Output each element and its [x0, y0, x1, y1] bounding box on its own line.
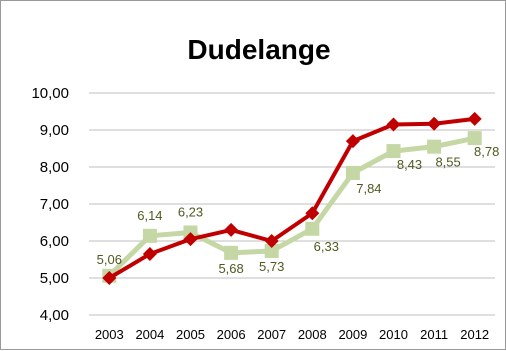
data-point [183, 232, 198, 247]
x-tick-label: 2007 [257, 327, 286, 342]
data-label: 6,23 [178, 204, 203, 219]
x-tick-label: 2008 [298, 327, 327, 342]
y-tick-label: 6,00 [40, 233, 69, 250]
data-label: 6,14 [137, 208, 162, 223]
data-point [142, 246, 157, 261]
chart-title: Dudelange [187, 34, 330, 65]
data-label: 8,55 [435, 155, 460, 170]
y-tick-label: 5,00 [40, 270, 69, 287]
y-tick-label: 7,00 [40, 196, 69, 213]
data-point [102, 271, 117, 285]
data-point [427, 116, 442, 131]
data-point [386, 144, 401, 159]
x-tick-label: 2006 [217, 327, 246, 342]
x-tick-label: 2005 [176, 327, 205, 342]
x-tick-label: 2004 [135, 327, 164, 342]
data-point [264, 243, 279, 258]
data-label: 8,78 [474, 144, 499, 159]
data-point [142, 228, 157, 243]
data-point [264, 234, 279, 248]
data-point [467, 131, 482, 146]
y-axis-ticks: 4,00 5,00 6,00 7,00 8,00 9,00 10,00 [31, 85, 69, 324]
data-label: 5,68 [218, 261, 243, 276]
data-point [345, 134, 360, 149]
data-labels: 5,06 6,14 6,23 5,68 5,73 6,33 7,84 8,43 8,55 8,78 [97, 144, 500, 276]
data-label: 6,33 [314, 239, 339, 254]
x-tick-label: 2003 [95, 327, 124, 342]
data-point [224, 245, 239, 260]
data-point [345, 165, 360, 180]
y-tick-label: 10,00 [31, 85, 69, 102]
x-tick-label: 2009 [338, 327, 367, 342]
x-axis-ticks: 2003 2004 2005 2006 2007 2008 2009 2010 2011 2012 [95, 327, 489, 342]
y-tick-label: 9,00 [40, 122, 69, 139]
data-label: 8,43 [397, 157, 422, 172]
data-point [467, 111, 482, 126]
data-point [386, 117, 401, 132]
x-tick-label: 2012 [460, 327, 489, 342]
data-point [427, 139, 442, 154]
x-tick-label: 2010 [379, 327, 408, 342]
data-point [224, 222, 239, 237]
data-label: 5,06 [97, 252, 122, 267]
y-tick-label: 8,00 [40, 159, 69, 176]
data-label: 5,73 [259, 259, 284, 274]
data-label: 7,84 [356, 181, 381, 196]
series-line [108, 116, 475, 280]
data-point [305, 221, 320, 236]
data-point [305, 206, 320, 221]
series-group [102, 111, 482, 285]
y-tick-label: 4,00 [40, 307, 69, 324]
x-tick-label: 2011 [420, 327, 448, 342]
series-line [107, 135, 476, 278]
